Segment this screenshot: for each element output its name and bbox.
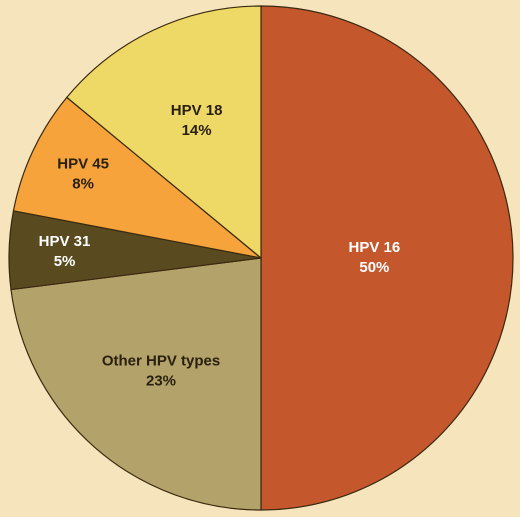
pie-slice (12, 96, 262, 259)
pie-slice (65, 5, 262, 260)
slice-value-label: 14% (182, 122, 212, 139)
slice-label: HPV 18 (171, 102, 223, 119)
slice-value-label: 23% (146, 372, 176, 389)
pie-slice (10, 257, 262, 511)
slice-label: HPV 31 (39, 233, 91, 250)
slice-value-label: 50% (359, 259, 389, 276)
slice-value-label: 5% (54, 253, 76, 270)
slice-label: HPV 16 (349, 239, 401, 256)
pie-slice (260, 5, 514, 511)
slice-label: Other HPV types (102, 352, 220, 369)
slice-label: HPV 45 (57, 155, 109, 172)
slice-value-label: 8% (72, 175, 94, 192)
